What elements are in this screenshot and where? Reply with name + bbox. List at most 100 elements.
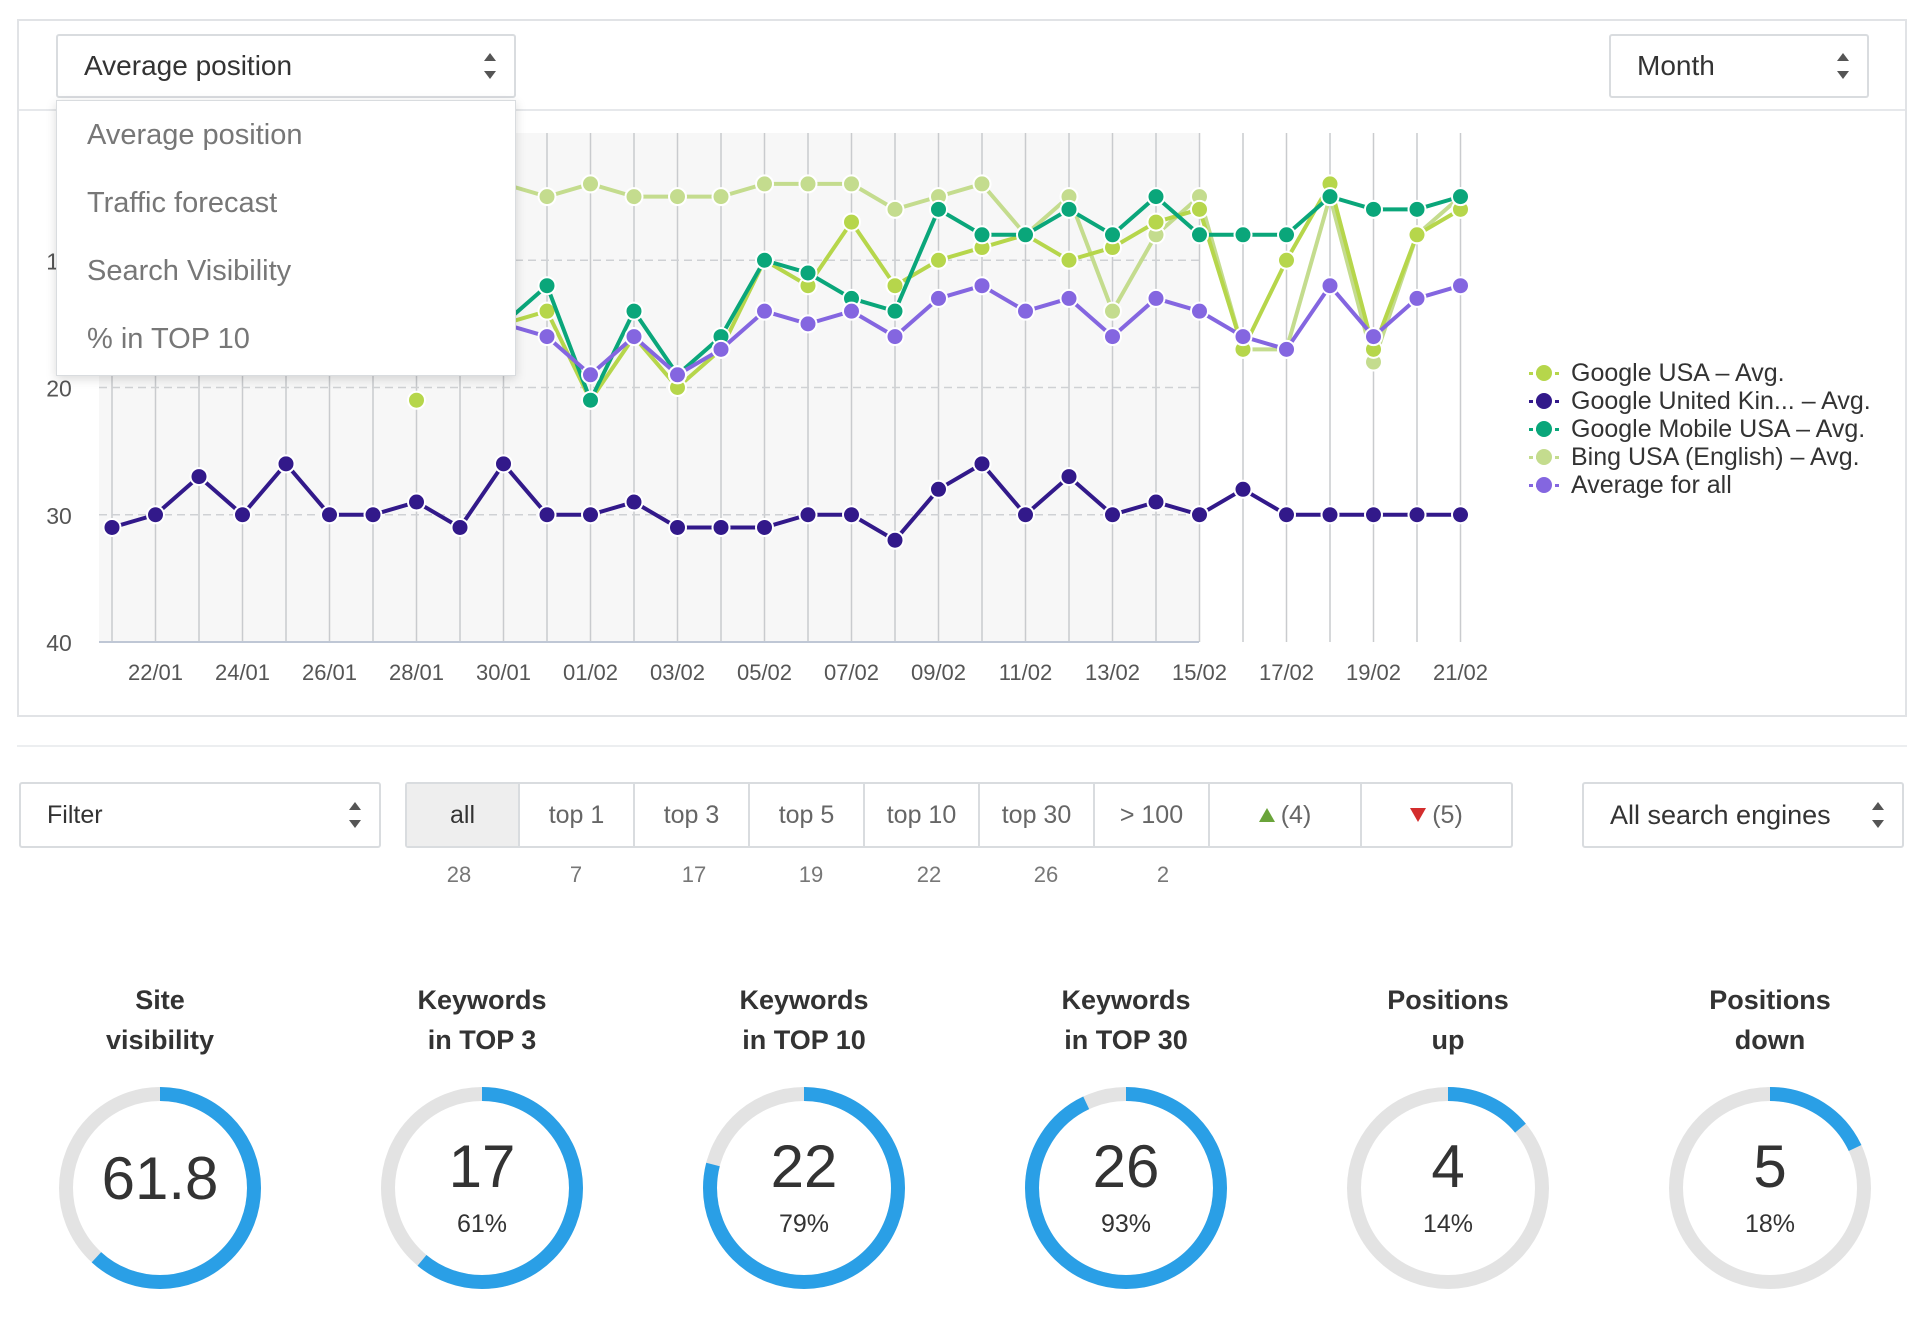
data-point <box>755 174 774 194</box>
x-tick-label: 01/02 <box>563 660 618 685</box>
segment-count: 7 <box>569 862 583 887</box>
data-point <box>1103 327 1122 347</box>
data-point <box>1059 467 1079 487</box>
data-point <box>885 530 905 550</box>
data-point <box>798 314 818 334</box>
data-point <box>1190 225 1209 245</box>
x-tick-label: 24/01 <box>215 660 270 685</box>
segment-top1[interactable]: top 1 <box>520 784 635 846</box>
data-point <box>1059 199 1079 219</box>
dropdown-item-traffic-forecast[interactable]: Traffic forecast <box>87 186 278 219</box>
data-point <box>450 517 470 537</box>
data-point <box>1146 187 1166 207</box>
ring-progress-arc <box>59 1087 261 1289</box>
segment-all[interactable]: all <box>407 784 520 846</box>
data-point <box>1016 225 1035 245</box>
select-arrows-icon <box>1872 802 1884 828</box>
ring-graphic <box>1347 1087 1549 1289</box>
stat-title-line: Keywords <box>739 985 869 1015</box>
section-divider <box>17 745 1907 747</box>
legend-item[interactable]: Average for all <box>1529 471 1871 499</box>
data-point <box>624 187 644 207</box>
data-point <box>668 517 687 537</box>
data-point <box>1364 199 1383 219</box>
data-point <box>1233 225 1253 245</box>
data-point <box>711 517 731 537</box>
segment-over100[interactable]: > 100 <box>1095 784 1210 846</box>
data-point <box>537 187 557 207</box>
data-point <box>1451 187 1470 207</box>
search-engine-select[interactable]: All search engines <box>1582 782 1904 848</box>
legend-label: Google Mobile USA – Avg. <box>1571 414 1866 443</box>
segment-label: top 3 <box>663 800 720 829</box>
chart-legend: Google USA – Avg. Google United Kin... – … <box>1529 359 1871 499</box>
stat-title: Positions up <box>1288 980 1608 1060</box>
data-point <box>1407 288 1427 308</box>
data-point <box>1364 327 1383 347</box>
data-point <box>537 327 557 347</box>
progress-ring: 17 61% <box>376 1082 588 1294</box>
x-tick-label: 28/01 <box>389 660 444 685</box>
legend-item[interactable]: Google Mobile USA – Avg. <box>1529 415 1871 443</box>
segment-top5[interactable]: top 5 <box>750 784 865 846</box>
data-point <box>885 199 905 219</box>
segment-count: 17 <box>681 862 707 887</box>
data-point <box>537 505 557 525</box>
stat-value: 22 <box>770 1133 838 1200</box>
segment-label: > 100 <box>1119 800 1184 829</box>
data-point <box>581 390 600 410</box>
data-point <box>1407 225 1427 245</box>
legend-item[interactable]: Google United Kin... – Avg. <box>1529 387 1871 415</box>
dropdown-item-top10[interactable]: % in TOP 10 <box>87 322 250 355</box>
metric-select[interactable]: Average position <box>56 34 516 98</box>
segment-top30[interactable]: top 30 <box>980 784 1095 846</box>
data-point <box>1451 505 1470 525</box>
stat-positions-up: Positions up 4 14% <box>1288 980 1608 1289</box>
segment-label: top 30 <box>1001 800 1072 829</box>
stat-title-line: in TOP 3 <box>427 1025 537 1055</box>
data-point <box>1320 187 1340 207</box>
data-point <box>711 187 731 207</box>
stat-title-line: Keywords <box>1061 985 1191 1015</box>
ring-progress-arc <box>1669 1087 1871 1289</box>
segment-positions-down[interactable]: (5) <box>1362 784 1511 846</box>
data-point <box>1364 505 1383 525</box>
data-point <box>798 263 818 283</box>
dropdown-item-average-position[interactable]: Average position <box>87 118 303 151</box>
segment-top10[interactable]: top 10 <box>865 784 980 846</box>
search-engine-select-value: All search engines <box>1610 799 1831 830</box>
x-tick-label: 17/02 <box>1259 660 1314 685</box>
segment-count: 26 <box>1033 862 1059 887</box>
x-tick-label: 07/02 <box>824 660 879 685</box>
data-point <box>1059 250 1079 270</box>
data-point <box>320 505 339 525</box>
segment-top3[interactable]: top 3 <box>635 784 750 846</box>
segment-positions-up[interactable]: (4) <box>1210 784 1362 846</box>
triangle-up-icon <box>1258 808 1275 822</box>
stat-value: 61.8 <box>101 1145 219 1212</box>
data-point <box>842 301 861 321</box>
stat-title-line: Positions <box>1387 985 1509 1015</box>
period-select[interactable]: Month <box>1609 34 1869 98</box>
dropdown-item-search-visibility[interactable]: Search Visibility <box>87 254 292 287</box>
position-range-segments: all top 1 top 3 top 5 top 10 top 30 > 10… <box>405 782 1513 848</box>
data-point <box>1407 199 1427 219</box>
data-point <box>972 225 992 245</box>
legend-label: Google USA – Avg. <box>1571 358 1785 387</box>
data-point <box>363 505 383 525</box>
y-tick-label: 30 <box>46 503 72 529</box>
stat-percent: 79% <box>778 1210 830 1238</box>
ring-graphic <box>1669 1087 1871 1289</box>
data-point <box>1190 199 1209 219</box>
legend-item[interactable]: Google USA – Avg. <box>1529 359 1871 387</box>
legend-swatch-icon <box>1529 421 1559 437</box>
stat-site-visibility: Site visibility 61.8 <box>0 980 320 1289</box>
data-point <box>668 187 687 207</box>
legend-swatch-icon <box>1529 393 1559 409</box>
stat-title: Positions down <box>1610 980 1918 1060</box>
legend-item[interactable]: Bing USA (English) – Avg. <box>1529 443 1871 471</box>
progress-ring: 26 93% <box>1020 1082 1232 1294</box>
filter-select[interactable]: Filter <box>19 782 381 848</box>
stat-title-line: Site <box>135 985 185 1015</box>
data-point <box>581 505 600 525</box>
